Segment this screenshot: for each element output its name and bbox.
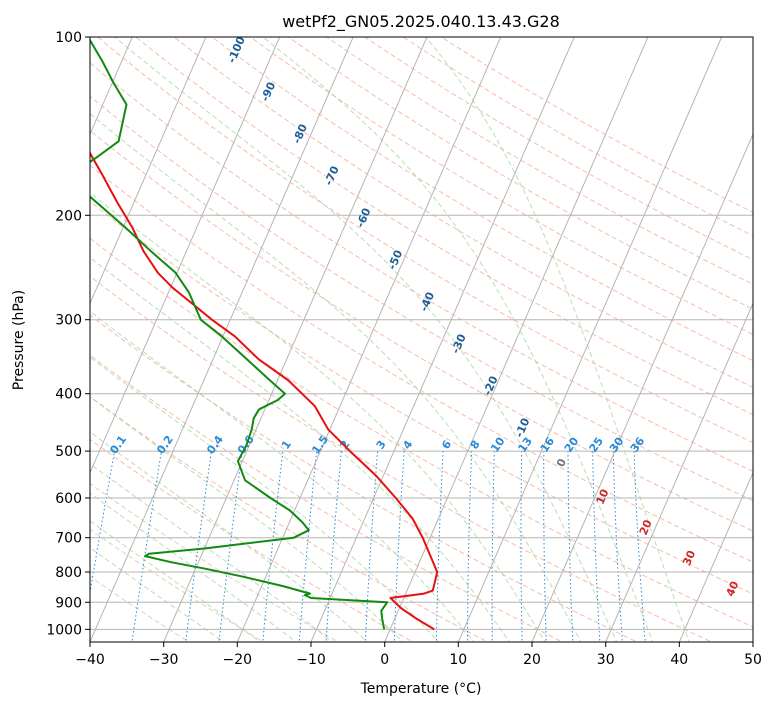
mixing-ratio-line — [467, 451, 473, 642]
moist-adiabat — [114, 37, 618, 642]
y-tick-label: 100 — [55, 30, 82, 46]
dry-adiabat — [287, 37, 753, 310]
isotherm-line — [90, 37, 354, 642]
y-tick-label: 900 — [55, 595, 82, 611]
x-tick-label: 50 — [744, 652, 762, 668]
isotherm-line — [384, 37, 649, 642]
y-tick-label: 200 — [55, 208, 82, 224]
moist-adiabat — [90, 396, 404, 642]
dry-adiabat — [90, 200, 753, 595]
y-axis: 100 200 300 400 500 600 700 800 900 1000 — [46, 30, 90, 638]
x-tick-label: −10 — [296, 652, 326, 668]
plot-frame — [89, 36, 754, 643]
dry-adiabat — [90, 62, 753, 472]
plot-area: -100-90-80-70-60-50-40-30-20-10010203040… — [90, 37, 753, 642]
y-tick-label: 1000 — [46, 622, 82, 638]
x-tick-label: 0 — [380, 652, 389, 668]
dry-adiabat — [90, 129, 753, 532]
mixing-ratio-line — [612, 451, 623, 642]
mixing-ratio-line — [491, 451, 495, 642]
dry-adiabat — [325, 37, 753, 285]
mixing-ratio-line — [592, 451, 601, 642]
mixing-ratio-line — [543, 451, 547, 642]
isotherm-line — [236, 37, 502, 642]
mixing-ratio-line — [393, 451, 405, 642]
dry-adiabat — [90, 237, 753, 628]
isotherm-line — [457, 37, 723, 642]
y-tick-label: 600 — [55, 491, 82, 507]
x-axis: −40 −30 −20 −10 0 10 20 30 40 50 — [75, 642, 762, 668]
x-tick-label: −40 — [75, 652, 105, 668]
y-tick-label: 500 — [55, 444, 82, 460]
mixing-ratio-lines — [90, 451, 646, 642]
isotherm-line — [90, 37, 207, 305]
temperature-profile — [90, 151, 439, 631]
mixing-ratio-line — [520, 451, 523, 642]
sounding-series — [90, 38, 439, 631]
x-tick-label: 10 — [449, 652, 467, 668]
dry-adiabat — [90, 314, 639, 642]
isotherm-label: 40 — [724, 579, 742, 599]
x-tick-label: 30 — [597, 652, 615, 668]
mixing-ratio-line — [90, 451, 116, 596]
mixing-ratio-line — [435, 451, 444, 642]
x-tick-label: 20 — [523, 652, 541, 668]
isotherms — [90, 37, 753, 642]
y-tick-label: 300 — [55, 313, 82, 329]
x-tick-label: 40 — [670, 652, 688, 668]
dry-adiabat — [249, 37, 753, 336]
isotherm-line — [531, 132, 753, 642]
dewpoint-profile — [90, 38, 389, 630]
isotherm-line — [605, 302, 753, 642]
isotherm-line — [90, 37, 281, 475]
x-tick-label: −20 — [223, 652, 253, 668]
y-tick-label: 400 — [55, 387, 82, 403]
isotherm-line — [90, 37, 133, 136]
isotherm-label: 20 — [637, 518, 655, 538]
isotherm-line — [163, 37, 428, 642]
chart-title: wetPf2_GN05.2025.040.13.43.G28 — [282, 12, 560, 32]
isotherm-label: 30 — [680, 548, 698, 568]
moist-adiabat — [90, 310, 475, 642]
dry-adiabat — [90, 95, 753, 502]
isotherm-label: 10 — [594, 487, 612, 507]
moist-adiabat — [262, 37, 654, 642]
x-tick-label: −30 — [149, 652, 179, 668]
plot-background — [90, 37, 753, 642]
dry-adiabat — [211, 37, 753, 362]
y-tick-label: 800 — [55, 565, 82, 581]
y-axis-label: Pressure (hPa) — [11, 290, 27, 390]
isotherm-line — [310, 37, 575, 642]
moist-adiabat — [90, 113, 582, 642]
x-axis-label: Temperature (°C) — [360, 681, 482, 697]
mixing-ratio-line — [567, 451, 574, 642]
y-tick-label: 700 — [55, 531, 82, 547]
isotherm-line — [678, 471, 753, 642]
